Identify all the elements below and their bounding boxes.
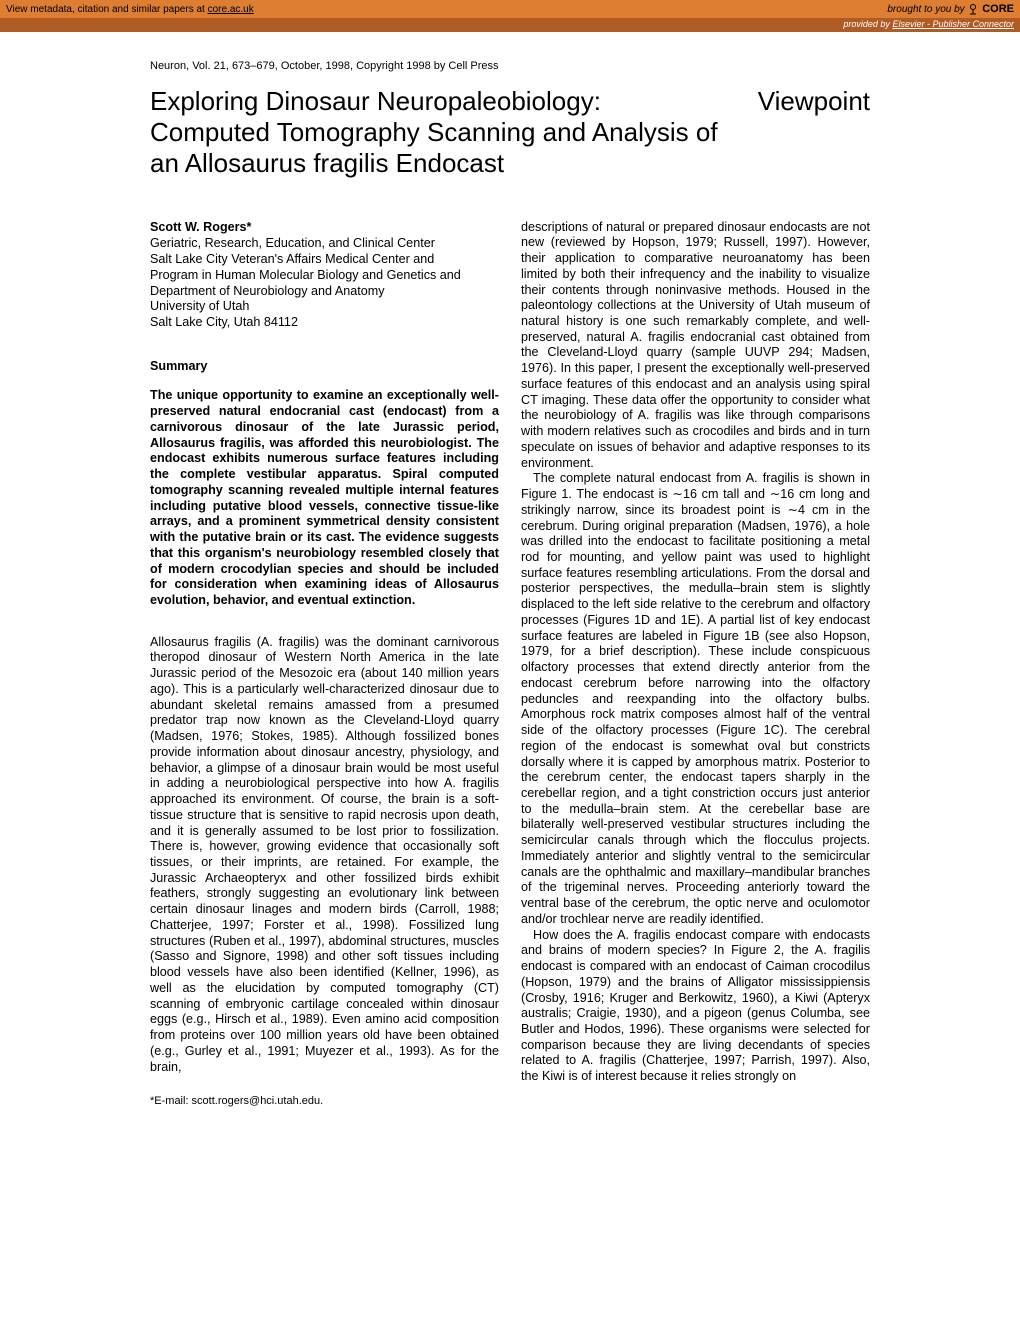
summary-heading: Summary [150,359,499,375]
page-content: Neuron, Vol. 21, 673–679, October, 1998,… [0,32,1020,1129]
core-right-block: brought to you by CORE [887,3,1014,15]
summary-paragraph: The unique opportunity to examine an exc… [150,388,499,608]
right-column: descriptions of natural or prepared dino… [521,220,870,1109]
author-affil-5: University of Utah [150,299,499,315]
core-link[interactable]: core.ac.uk [208,4,254,15]
col2-paragraph-3: How does the A. fragilis endocast compar… [521,928,870,1085]
article-type-label: Viewpoint [758,86,870,117]
article-title: Exploring Dinosaur Neuropaleobiology: Co… [150,86,718,180]
core-brand-text: CORE [982,3,1014,15]
left-column: Scott W. Rogers* Geriatric, Research, Ed… [150,220,499,1109]
core-banner-bottom: provided by Elsevier - Publisher Connect… [0,18,1020,32]
col2-paragraph-1: descriptions of natural or prepared dino… [521,220,870,472]
core-provided-by-label: provided by [843,19,892,29]
core-brought-by: brought to you by [887,4,967,15]
author-name: Scott W. Rogers* [150,220,499,236]
author-email-footnote: *E-mail: scott.rogers@hci.utah.edu. [150,1095,499,1109]
core-provider-link[interactable]: Elsevier - Publisher Connector [892,19,1014,29]
core-metadata-text: View metadata, citation and similar pape… [6,4,254,15]
author-affil-1: Geriatric, Research, Education, and Clin… [150,236,499,252]
col2-paragraph-2: The complete natural endocast from A. fr… [521,471,870,927]
citation-line: Neuron, Vol. 21, 673–679, October, 1998,… [150,60,870,72]
core-left-text: View metadata, citation and similar pape… [6,4,208,15]
author-affil-4: Department of Neurobiology and Anatomy [150,284,499,300]
title-block: Exploring Dinosaur Neuropaleobiology: Co… [150,86,870,180]
core-banner-top: View metadata, citation and similar pape… [0,0,1020,18]
two-column-body: Scott W. Rogers* Geriatric, Research, Ed… [150,220,870,1109]
core-logo-icon [967,4,982,15]
author-affil-3: Program in Human Molecular Biology and G… [150,268,499,284]
author-affil-2: Salt Lake City Veteran's Affairs Medical… [150,252,499,268]
intro-paragraph: Allosaurus fragilis (A. fragilis) was th… [150,635,499,1076]
author-affil-6: Salt Lake City, Utah 84112 [150,315,499,331]
